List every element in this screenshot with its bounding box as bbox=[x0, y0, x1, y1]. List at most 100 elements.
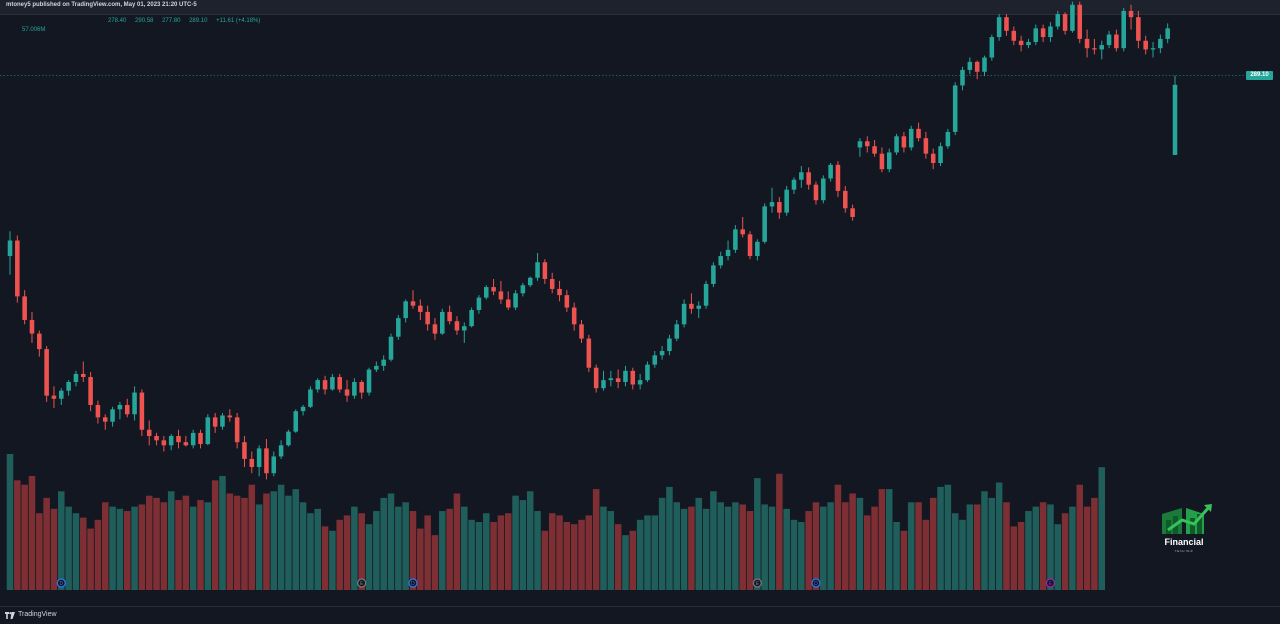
candle-body bbox=[498, 291, 504, 300]
candle bbox=[821, 175, 826, 204]
candle bbox=[271, 451, 277, 477]
candle bbox=[102, 414, 108, 430]
candle-body bbox=[1092, 48, 1097, 50]
candle-body bbox=[29, 319, 35, 334]
candle-body bbox=[923, 138, 929, 154]
volume-bar bbox=[292, 489, 300, 590]
candle bbox=[1158, 34, 1163, 54]
candle-body bbox=[483, 287, 489, 298]
volume-bar bbox=[94, 519, 102, 590]
volume-bar bbox=[402, 502, 409, 590]
candle-body bbox=[938, 146, 943, 163]
volume-bar bbox=[820, 506, 827, 590]
event-marker[interactable]: E bbox=[752, 578, 762, 588]
volume-bar bbox=[724, 506, 732, 590]
candle-body bbox=[755, 241, 760, 257]
volume-bar bbox=[651, 515, 659, 590]
candle bbox=[1092, 38, 1097, 55]
volume-bar bbox=[270, 491, 278, 590]
candle-body bbox=[601, 380, 606, 389]
candle-body bbox=[242, 442, 247, 459]
volume-bar bbox=[336, 519, 343, 590]
ohlc-legend: 278.40 290.58 277.80 289.10 +11.61 (+4.1… bbox=[108, 18, 267, 24]
volume-bar bbox=[548, 513, 556, 590]
candle-body bbox=[1026, 42, 1031, 46]
candle bbox=[161, 435, 167, 452]
candle-body bbox=[850, 208, 855, 217]
candle bbox=[608, 370, 614, 387]
event-marker[interactable]: E bbox=[357, 578, 367, 588]
volume-bar bbox=[1047, 504, 1054, 590]
volume-bar bbox=[739, 504, 746, 590]
candle bbox=[440, 308, 445, 335]
volume-bar bbox=[885, 489, 893, 590]
candlesticks bbox=[7, 1, 1178, 480]
candle bbox=[623, 365, 628, 387]
candle-body bbox=[872, 146, 877, 154]
candle bbox=[886, 148, 892, 173]
candle-body bbox=[154, 435, 159, 441]
candle-body bbox=[769, 202, 775, 207]
candle-body bbox=[425, 311, 430, 325]
volume-bar bbox=[219, 475, 226, 590]
candle bbox=[388, 333, 394, 362]
candle-body bbox=[102, 417, 108, 422]
candle-body bbox=[989, 37, 995, 58]
volume-bar bbox=[65, 506, 72, 590]
candle bbox=[227, 409, 233, 422]
volume-bar bbox=[226, 493, 234, 590]
volume-bar bbox=[439, 511, 446, 590]
volume-bar bbox=[746, 511, 754, 590]
candle bbox=[938, 142, 943, 167]
event-marker[interactable]: D bbox=[811, 578, 821, 588]
candle-body bbox=[293, 411, 299, 432]
volume-legend: 57.006M bbox=[22, 27, 46, 33]
volume-bars bbox=[6, 454, 1105, 590]
candle-body bbox=[447, 311, 452, 322]
candle bbox=[1018, 35, 1024, 52]
volume-bar bbox=[461, 506, 468, 590]
volume-bar bbox=[468, 519, 475, 590]
volume-bar bbox=[36, 513, 43, 590]
volume-bar bbox=[871, 506, 878, 590]
candle-body bbox=[366, 369, 372, 393]
volume-bar bbox=[585, 515, 593, 590]
candle bbox=[234, 413, 240, 449]
candle-body bbox=[703, 283, 709, 306]
candle-body bbox=[1099, 45, 1104, 50]
volume-bar bbox=[387, 493, 395, 590]
candle-body bbox=[762, 206, 767, 242]
tradingview-logo-icon bbox=[5, 612, 15, 619]
candle-body bbox=[132, 392, 137, 415]
candle bbox=[505, 291, 511, 311]
candle bbox=[95, 400, 101, 424]
event-marker[interactable]: E bbox=[1045, 578, 1056, 588]
candle-body bbox=[300, 406, 306, 412]
candle-body bbox=[886, 152, 892, 170]
candle bbox=[256, 445, 262, 477]
volume-bar bbox=[1069, 506, 1076, 590]
candle bbox=[476, 295, 482, 314]
candle bbox=[1048, 22, 1053, 42]
volume-bar bbox=[966, 504, 974, 590]
volume-bar bbox=[717, 502, 724, 590]
candle-body bbox=[879, 153, 885, 170]
volume-bar bbox=[417, 528, 424, 590]
ohlc-low: 277.80 bbox=[162, 18, 181, 24]
candle-body bbox=[667, 338, 672, 351]
event-marker[interactable]: D bbox=[408, 578, 418, 588]
volume-bar bbox=[944, 484, 952, 590]
volume-bar bbox=[798, 522, 805, 590]
volume-bar bbox=[50, 508, 58, 590]
volume-bar bbox=[622, 535, 629, 590]
candle-body bbox=[527, 277, 533, 286]
event-marker[interactable]: D bbox=[56, 578, 66, 588]
candle-body bbox=[161, 440, 167, 446]
candle bbox=[1055, 10, 1061, 30]
candle-body bbox=[557, 288, 562, 296]
volume-bar bbox=[534, 511, 541, 590]
candle bbox=[293, 409, 299, 433]
candle bbox=[1172, 75, 1178, 155]
